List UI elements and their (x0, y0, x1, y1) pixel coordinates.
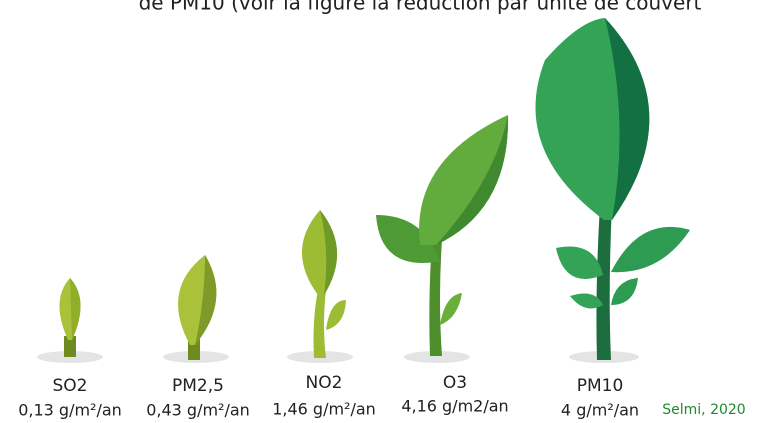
plant-pm10 (536, 18, 690, 363)
value-label: 1,46 g/m²/an (272, 400, 376, 419)
plant-pm25 (163, 255, 229, 363)
infographic: de PM10 (voir la figure la réduction par… (0, 0, 757, 423)
pollutant-label: SO2 (53, 376, 88, 396)
plant-o3 (376, 115, 508, 363)
pollutant-label: O3 (443, 373, 467, 393)
pollutant-label: PM10 (577, 376, 624, 396)
pollutant-label: PM2,5 (172, 376, 224, 396)
header-text: de PM10 (voir la figure la réduction par… (139, 0, 702, 15)
plant-no2 (287, 210, 353, 363)
value-label: 0,13 g/m²/an (18, 401, 122, 420)
value-label: 4 g/m²/an (561, 401, 639, 420)
pollutant-label: NO2 (306, 373, 343, 393)
source: Selmi, 2020 (662, 402, 745, 418)
plant-so2 (37, 278, 103, 363)
value-label: 4,16 g/m2/an (401, 397, 508, 416)
value-label: 0,43 g/m²/an (146, 401, 250, 420)
